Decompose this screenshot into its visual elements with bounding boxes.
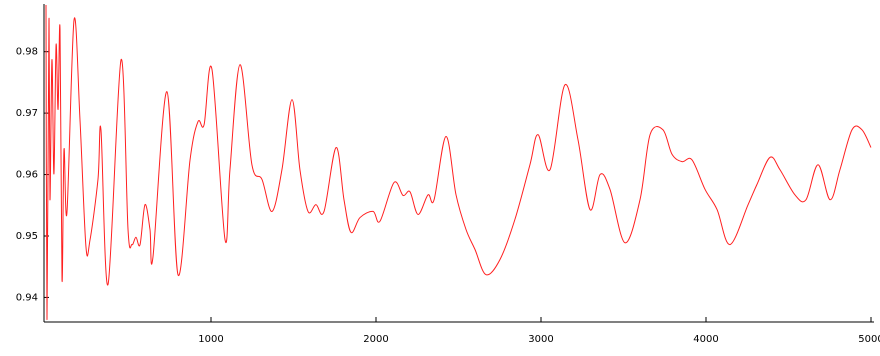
- x-tick-label: 2000: [363, 334, 388, 345]
- line: [45, 4, 872, 321]
- y-tick-label: 0.96: [16, 170, 38, 181]
- x-tick-label: 3000: [528, 334, 553, 345]
- x-tick-label: 5000: [858, 334, 880, 345]
- y-tick-label: 0.95: [16, 231, 38, 242]
- y-tick-label: 0.97: [16, 108, 38, 119]
- x-tick-label: 4000: [693, 334, 718, 345]
- y-tick-label: 0.94: [16, 292, 38, 303]
- x-tick-label: 1000: [198, 334, 223, 345]
- y-tick-label: 0.98: [16, 47, 38, 58]
